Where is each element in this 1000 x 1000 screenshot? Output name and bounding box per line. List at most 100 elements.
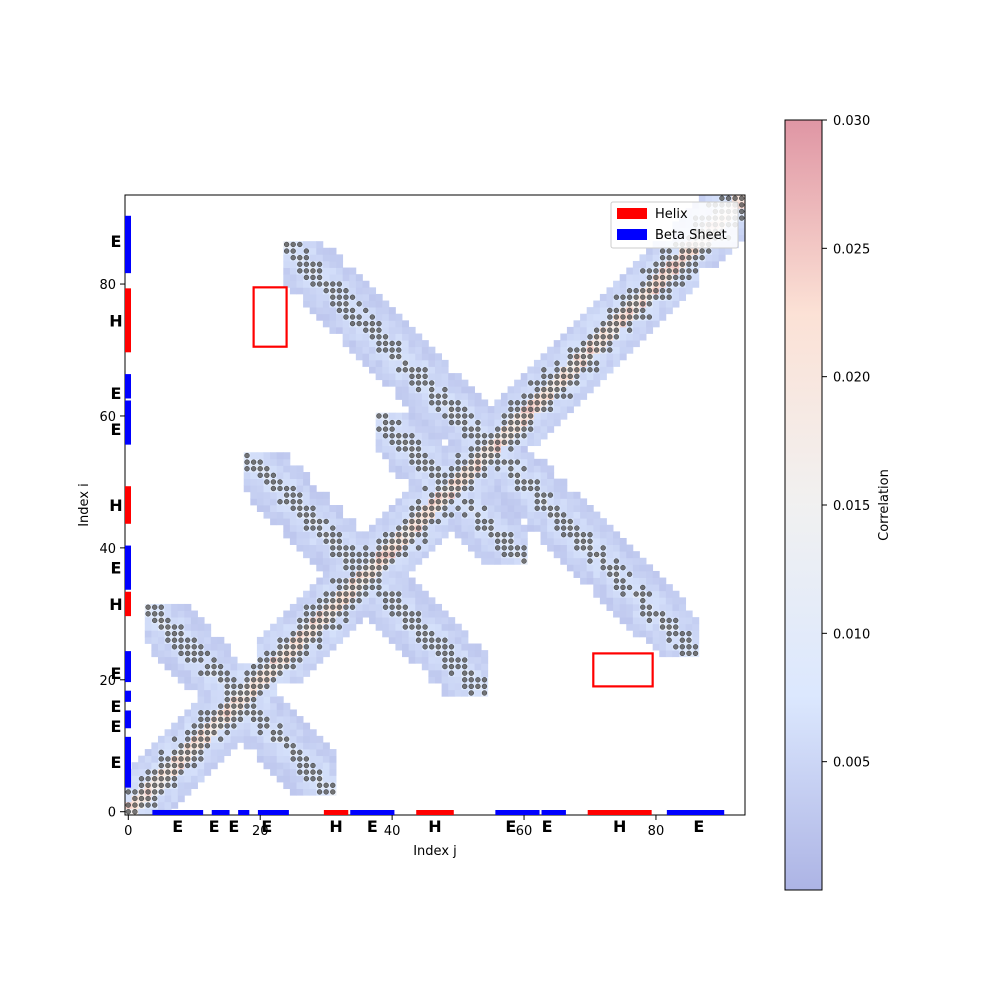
contact-point xyxy=(468,466,474,472)
heatmap-cell xyxy=(679,293,687,301)
heatmap-cell xyxy=(388,373,396,381)
heatmap-cell xyxy=(679,610,687,618)
heatmap-cell xyxy=(329,630,337,638)
heatmap-cell xyxy=(428,412,436,420)
contact-point xyxy=(323,518,329,525)
heatmap-cell xyxy=(309,729,317,737)
heatmap-cell xyxy=(329,564,337,572)
contact-point xyxy=(396,367,402,373)
heatmap-cell xyxy=(454,689,462,697)
contact-point xyxy=(316,769,323,775)
heatmap-cell xyxy=(606,300,614,308)
heatmap-cell xyxy=(454,643,462,651)
contact-point xyxy=(356,320,362,327)
contact-point xyxy=(343,301,349,307)
heatmap-cell xyxy=(481,478,489,486)
heatmap-cell xyxy=(316,300,324,308)
contact-point xyxy=(659,261,666,267)
heatmap-cell xyxy=(395,623,403,631)
heatmap-cell xyxy=(514,386,522,394)
contact-point xyxy=(686,248,692,254)
heatmap-cell xyxy=(402,557,410,565)
contact-point xyxy=(514,439,521,445)
heatmap-cell xyxy=(197,623,205,631)
contact-point xyxy=(297,261,303,267)
contact-point xyxy=(475,452,481,459)
heatmap-cell xyxy=(217,689,225,697)
heatmap-cell xyxy=(507,505,515,512)
contact-point xyxy=(567,373,573,380)
contact-point xyxy=(732,195,738,201)
contact-point xyxy=(666,637,672,643)
contact-point xyxy=(415,439,422,445)
contact-point xyxy=(158,604,164,610)
heatmap-cell xyxy=(599,537,607,545)
contact-point xyxy=(692,644,699,650)
contact-point xyxy=(448,413,455,419)
heatmap-cell xyxy=(619,617,627,625)
heatmap-cell xyxy=(619,287,627,295)
contact-point xyxy=(389,558,395,564)
heatmap-cell xyxy=(309,749,317,757)
contact-point xyxy=(455,413,461,419)
contact-point xyxy=(659,255,666,261)
heatmap-cell xyxy=(355,280,363,288)
heatmap-cell xyxy=(586,505,594,512)
heatmap-cell xyxy=(151,643,159,651)
heatmap-cell xyxy=(296,610,304,618)
contact-point xyxy=(277,736,283,742)
heatmap-cell xyxy=(395,643,403,651)
contact-point xyxy=(389,439,395,445)
contact-point xyxy=(376,538,382,544)
contact-point xyxy=(257,657,263,663)
heatmap-cell xyxy=(500,465,508,473)
heatmap-cell xyxy=(500,472,508,480)
heatmap-cell xyxy=(336,274,344,282)
contact-point xyxy=(376,327,382,333)
contact-point xyxy=(475,419,481,426)
contact-point xyxy=(495,466,501,472)
contact-point xyxy=(171,769,178,775)
heatmap-cell xyxy=(461,630,469,638)
heatmap-cell xyxy=(415,491,423,499)
heatmap-cell xyxy=(296,716,304,724)
heatmap-cell xyxy=(369,359,377,367)
heatmap-cell xyxy=(369,531,377,539)
heatmap-cell xyxy=(157,630,165,638)
heatmap-cell xyxy=(316,650,324,658)
contact-point xyxy=(640,281,646,287)
heatmap-cell xyxy=(309,300,317,308)
contact-point xyxy=(277,723,283,729)
heatmap-cell xyxy=(309,293,317,301)
heatmap-cell xyxy=(402,386,410,394)
contact-point xyxy=(534,386,540,393)
heatmap-cell xyxy=(553,551,561,559)
contact-point xyxy=(633,314,639,320)
heatmap-cell xyxy=(164,650,172,658)
contact-point xyxy=(462,472,468,478)
contact-point xyxy=(323,538,329,544)
heatmap-cell xyxy=(619,333,627,341)
heatmap-cell xyxy=(362,280,370,288)
contact-point xyxy=(613,314,620,320)
heatmap-cell xyxy=(395,518,403,526)
contact-point xyxy=(270,677,277,683)
heatmap-cell xyxy=(184,617,192,625)
contact-point xyxy=(521,551,527,558)
heatmap-cell xyxy=(296,287,304,295)
contact-point xyxy=(547,380,554,386)
contact-point xyxy=(402,611,408,617)
heatmap-cell xyxy=(448,683,456,691)
heatmap-cell xyxy=(329,313,337,321)
contact-point xyxy=(138,789,145,795)
heatmap-cell xyxy=(283,630,291,638)
contact-point xyxy=(640,268,646,274)
contact-point xyxy=(297,657,303,663)
contact-point xyxy=(336,591,343,597)
heatmap-cell xyxy=(646,260,654,268)
contact-point xyxy=(442,393,448,399)
contact-point xyxy=(336,624,343,630)
heatmap-cell xyxy=(263,709,271,717)
heatmap-cell xyxy=(580,557,588,565)
contact-point xyxy=(481,452,488,459)
